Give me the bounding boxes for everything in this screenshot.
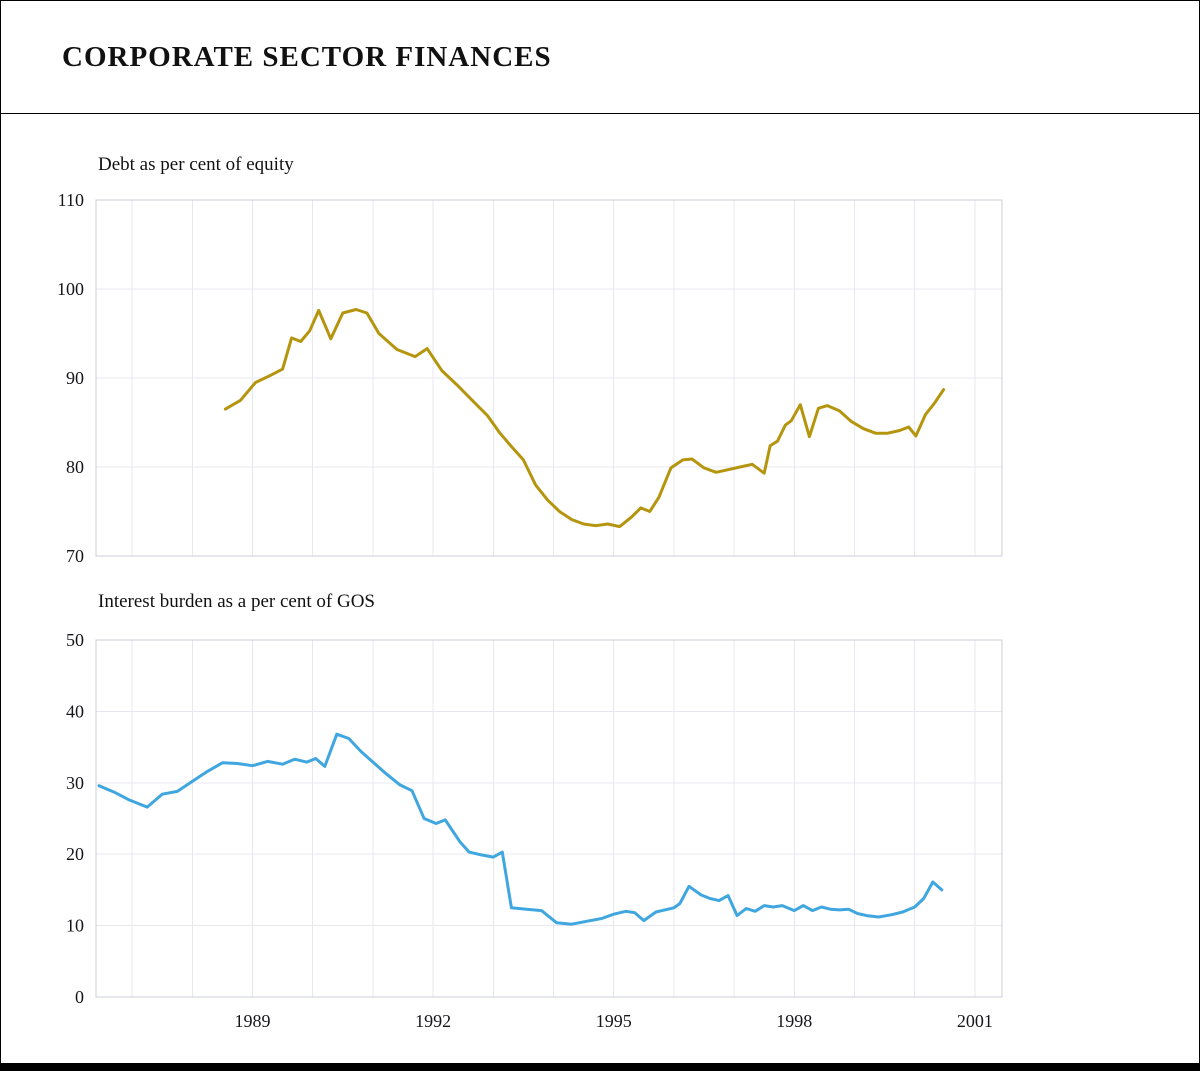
y-tick-label: 40 (66, 701, 84, 721)
debt-equity-chart-title: Debt as per cent of equity (98, 154, 294, 175)
page-title: CORPORATE SECTOR FINANCES (62, 41, 552, 73)
x-tick-label: 1995 (596, 1011, 632, 1031)
x-tick-label: 1992 (415, 1011, 451, 1031)
series-line (223, 308, 946, 529)
y-tick-label: 80 (66, 457, 84, 477)
plot-frame (95, 639, 1003, 998)
x-tick-label: 1998 (776, 1011, 812, 1031)
y-tick-label: 50 (66, 630, 84, 650)
bottom-rule (1, 1063, 1199, 1070)
y-tick-label: 30 (66, 773, 84, 793)
report-header: CORPORATE SECTOR FINANCES (1, 1, 1199, 114)
interest-burden-chart-title: Interest burden as a per cent of GOS (98, 591, 375, 612)
x-tick-label: 2001 (957, 1011, 993, 1031)
plot-frame (95, 199, 1003, 557)
y-tick-label: 110 (58, 190, 84, 210)
y-tick-label: 70 (66, 546, 84, 566)
y-tick-label: 100 (57, 279, 84, 299)
y-tick-label: 90 (66, 368, 84, 388)
x-tick-label: 1989 (235, 1011, 271, 1031)
y-tick-label: 10 (66, 916, 84, 936)
y-tick-label: 20 (66, 844, 84, 864)
y-tick-label: 0 (75, 987, 84, 1007)
series-line (97, 732, 944, 926)
